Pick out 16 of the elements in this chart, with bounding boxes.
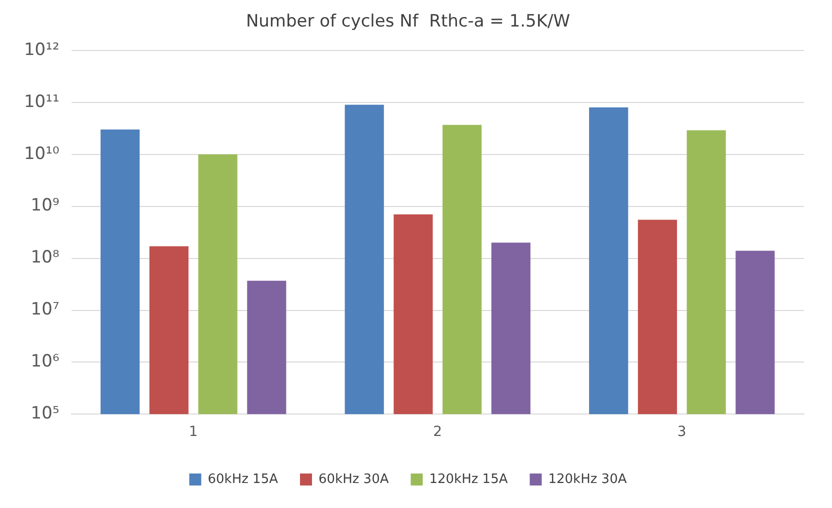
y-tick-label: 10⁵ bbox=[30, 404, 60, 424]
y-tick-label: 10⁸ bbox=[30, 248, 60, 268]
y-tick-label: 10¹² bbox=[24, 40, 60, 60]
y-tick-label: 10⁶ bbox=[30, 352, 60, 372]
x-tick-label: 2 bbox=[433, 424, 442, 440]
x-tick-label: 3 bbox=[677, 424, 686, 440]
y-tick-label: 10¹⁰ bbox=[24, 144, 60, 164]
legend-label: 120kHz 30A bbox=[548, 472, 627, 487]
legend-label: 60kHz 15A bbox=[208, 472, 278, 487]
chart-title: Number of cycles Nf Rthc-a = 1.5K/W bbox=[246, 12, 570, 32]
x-tick-label: 1 bbox=[188, 424, 198, 440]
y-tick-label: 10⁹ bbox=[30, 196, 60, 216]
y-tick-label: 10¹¹ bbox=[24, 92, 60, 112]
legend-label: 60kHz 30A bbox=[318, 472, 389, 487]
y-tick-label: 10⁷ bbox=[30, 300, 60, 320]
legend-label: 120kHz 15A bbox=[429, 472, 508, 487]
